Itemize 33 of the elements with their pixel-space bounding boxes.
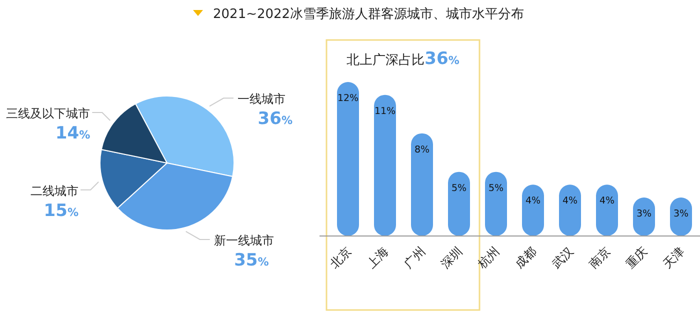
x-tick-label: 深圳 [438,244,466,272]
text: 北上广深占比36% [346,49,460,69]
x-tick-label: 上海 [364,244,392,272]
data-label: 3% [673,208,689,220]
x-tick-label: 重庆 [623,244,650,272]
x-tick-label: 天津 [660,244,688,272]
data-label: 35% [234,250,269,270]
data-label: 11% [374,106,396,117]
data-label: 4% [599,196,615,207]
data-label: 15% [44,200,79,221]
x-tick-label: 杭州 [474,244,502,272]
data-label: 36% [258,109,293,130]
data-label: 3% [636,208,652,220]
bar [411,133,433,236]
x-tick-label: 南京 [586,244,614,272]
data-label: 14% [55,123,90,144]
data-label: 4% [525,196,541,207]
data-label: 12% [337,93,359,104]
chart-title: 2021~2022冰雪季旅游人群客源城市、城市水平分布 [213,6,524,22]
x-tick-label: 北京 [327,244,354,272]
slice-label: 一线城市 [238,92,286,106]
x-tick-label: 武汉 [549,244,576,272]
x-tick-label: 广州 [401,244,428,272]
data-label: 5% [488,182,504,194]
bar [374,94,396,236]
slice-label: 新一线城市 [214,233,274,248]
slice-label: 三线及以下城市 [6,106,90,120]
data-label: 5% [451,182,467,194]
data-label: 4% [562,196,578,207]
x-tick-label: 成都 [512,244,540,272]
data-label: 8% [414,144,430,156]
bar [337,82,359,236]
slice-label: 二线城市 [30,184,79,198]
